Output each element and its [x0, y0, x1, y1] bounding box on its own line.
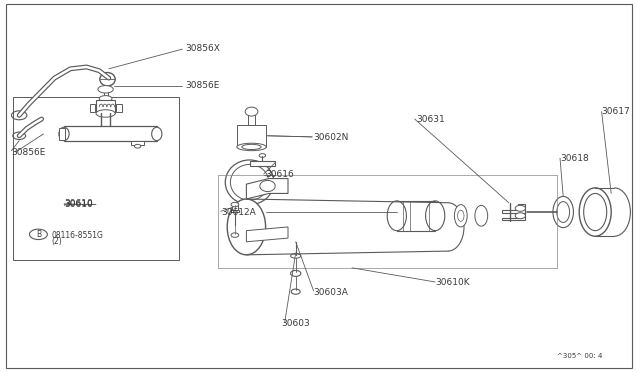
Polygon shape: [59, 128, 65, 140]
Ellipse shape: [59, 127, 69, 141]
Polygon shape: [246, 179, 288, 199]
Ellipse shape: [458, 210, 464, 221]
Text: 30610: 30610: [64, 200, 93, 209]
Ellipse shape: [260, 180, 275, 192]
Polygon shape: [246, 227, 288, 242]
Text: 30856E: 30856E: [186, 81, 220, 90]
Ellipse shape: [553, 196, 573, 228]
Ellipse shape: [387, 201, 406, 231]
Ellipse shape: [475, 205, 488, 226]
Text: 30612A: 30612A: [221, 208, 255, 217]
Ellipse shape: [237, 143, 266, 151]
Polygon shape: [131, 141, 144, 145]
Ellipse shape: [454, 205, 467, 227]
Ellipse shape: [99, 96, 112, 102]
Polygon shape: [250, 161, 275, 166]
Text: 30610: 30610: [64, 199, 93, 208]
Text: 30603: 30603: [282, 319, 310, 328]
Polygon shape: [502, 204, 525, 213]
Text: 30610K: 30610K: [435, 278, 470, 287]
Circle shape: [291, 270, 301, 276]
Polygon shape: [502, 211, 525, 220]
Ellipse shape: [579, 188, 611, 236]
Ellipse shape: [426, 201, 445, 231]
Text: (2): (2): [51, 237, 62, 246]
Ellipse shape: [584, 193, 607, 231]
Text: 08116-8551G: 08116-8551G: [51, 231, 103, 240]
Circle shape: [259, 154, 266, 157]
Circle shape: [515, 205, 525, 211]
Text: 30631: 30631: [416, 115, 445, 124]
Polygon shape: [116, 104, 122, 112]
Text: 30616: 30616: [266, 170, 294, 179]
Circle shape: [231, 233, 239, 237]
Text: 30856E: 30856E: [12, 148, 46, 157]
Polygon shape: [231, 210, 239, 212]
Circle shape: [231, 202, 239, 207]
Polygon shape: [96, 100, 115, 113]
Polygon shape: [104, 90, 108, 99]
Ellipse shape: [96, 110, 115, 117]
Ellipse shape: [245, 107, 258, 116]
Circle shape: [291, 289, 300, 294]
Polygon shape: [64, 126, 157, 141]
Bar: [13, 97, 179, 260]
Circle shape: [515, 213, 525, 219]
Ellipse shape: [291, 254, 301, 258]
Ellipse shape: [152, 127, 162, 141]
Polygon shape: [248, 113, 255, 125]
Text: 30617: 30617: [602, 107, 630, 116]
Text: B: B: [36, 230, 41, 239]
Text: 30603A: 30603A: [314, 288, 348, 296]
Ellipse shape: [230, 164, 269, 200]
Ellipse shape: [225, 160, 274, 205]
Ellipse shape: [557, 202, 570, 222]
Ellipse shape: [98, 86, 113, 93]
Polygon shape: [237, 125, 266, 147]
Text: 30856X: 30856X: [186, 44, 220, 53]
Text: 30602N: 30602N: [314, 133, 349, 142]
Polygon shape: [232, 205, 238, 210]
Circle shape: [134, 144, 141, 148]
Ellipse shape: [242, 144, 261, 150]
Text: ^305^ 00: 4: ^305^ 00: 4: [557, 353, 602, 359]
Polygon shape: [90, 104, 95, 112]
Ellipse shape: [227, 199, 266, 255]
Text: 30618: 30618: [560, 154, 589, 163]
